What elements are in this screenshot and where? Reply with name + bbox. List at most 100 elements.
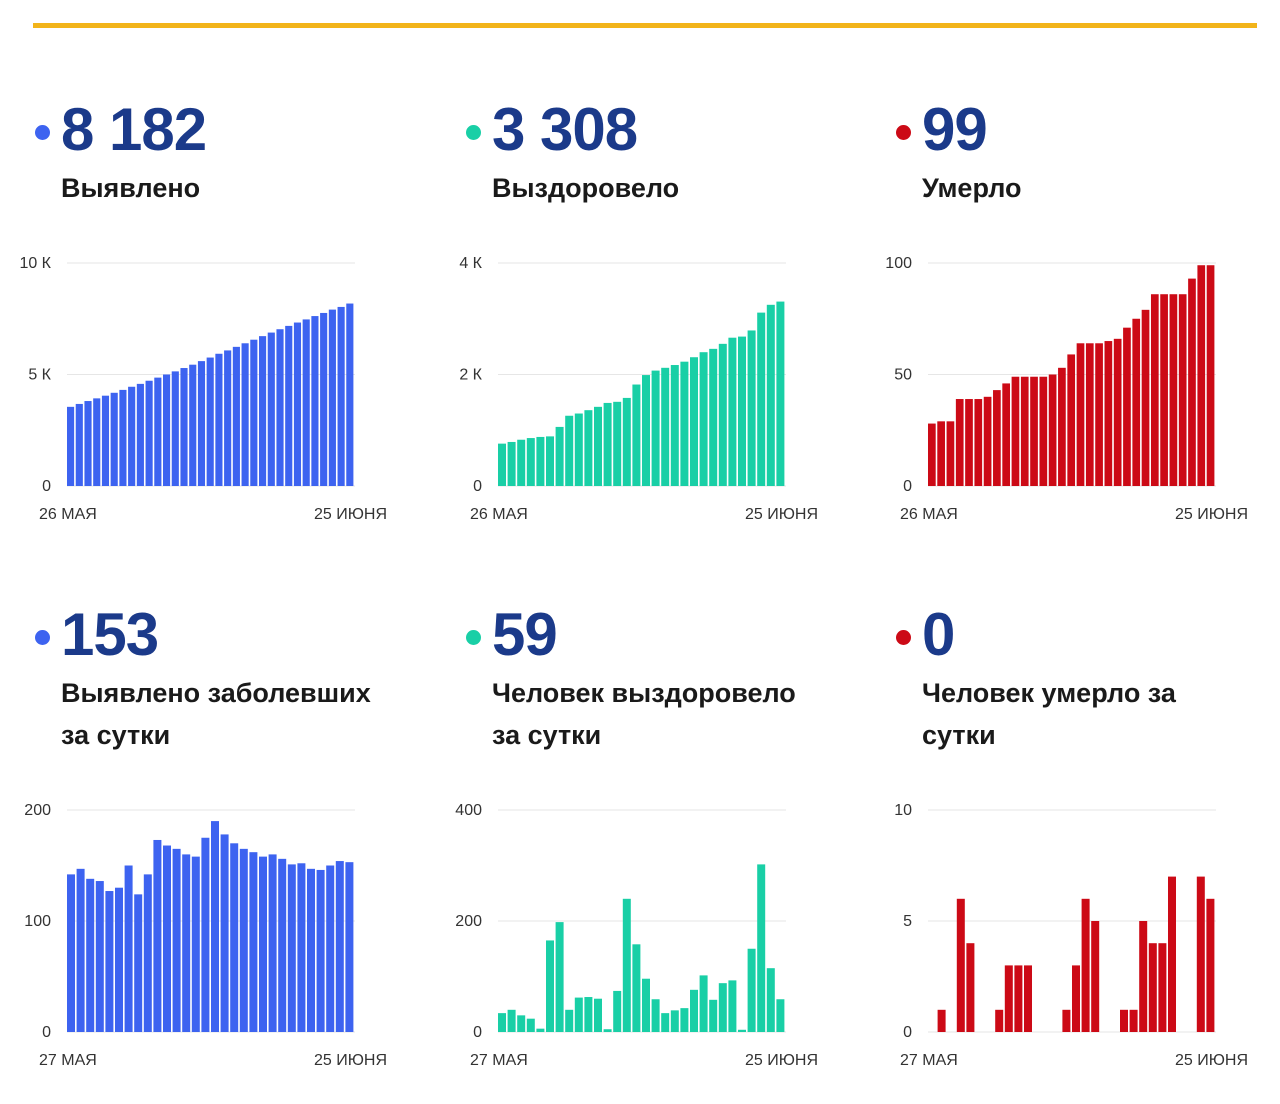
- bar: [115, 887, 123, 1032]
- bar: [93, 398, 101, 486]
- bar: [699, 975, 708, 1032]
- legend-dot-icon: [896, 630, 911, 645]
- legend-dot-icon: [896, 125, 911, 140]
- bar: [206, 357, 214, 486]
- bar: [565, 415, 574, 486]
- bar: [1196, 876, 1205, 1032]
- stat-label: Выявлено: [61, 173, 201, 203]
- stat-value: 0: [922, 601, 955, 668]
- bar: [937, 421, 945, 486]
- bar: [86, 878, 95, 1032]
- y-tick-label: 200: [455, 913, 482, 930]
- bar: [75, 403, 83, 486]
- bar: [1039, 376, 1048, 486]
- legend-dot-icon: [35, 630, 50, 645]
- bar: [1160, 294, 1168, 486]
- bar: [1002, 383, 1011, 486]
- bar: [191, 856, 200, 1032]
- bar: [651, 370, 660, 486]
- bar: [565, 1009, 574, 1032]
- bar: [507, 441, 516, 486]
- bar: [1120, 1009, 1128, 1032]
- y-tick-label: 0: [473, 478, 482, 495]
- bar: [163, 845, 171, 1032]
- bar: [128, 386, 136, 486]
- y-tick-label: 0: [473, 1024, 482, 1041]
- bar: [119, 389, 127, 486]
- bar: [1072, 965, 1080, 1032]
- bar: [1132, 318, 1141, 486]
- bar: [154, 377, 162, 486]
- y-tick-label: 100: [24, 913, 51, 930]
- bar: [622, 397, 631, 486]
- bar: [517, 439, 526, 486]
- bar: [632, 384, 641, 486]
- bar: [728, 337, 737, 486]
- bar: [498, 443, 506, 486]
- bar: [84, 401, 92, 486]
- bar: [928, 423, 936, 486]
- x-axis-start-label: 27 МАЯ: [470, 1052, 528, 1069]
- bar: [346, 303, 354, 486]
- bar: [507, 1009, 516, 1032]
- stat-value: 3 308: [492, 96, 638, 163]
- bar: [259, 856, 267, 1032]
- bar: [584, 997, 593, 1032]
- bar: [1141, 309, 1150, 486]
- bar: [670, 1010, 679, 1032]
- bar: [201, 837, 210, 1032]
- bar: [1095, 343, 1103, 486]
- bar: [337, 306, 345, 486]
- bar: [302, 319, 310, 486]
- y-tick-label: 100: [885, 255, 912, 272]
- bar: [307, 868, 315, 1032]
- bar: [1058, 367, 1066, 486]
- bar: [320, 312, 328, 486]
- bar: [1081, 898, 1090, 1032]
- stat-label: Человек умерло за сутки: [922, 678, 1176, 750]
- bar: [1148, 943, 1157, 1032]
- x-axis-end-label: 25 ИЮНЯ: [1175, 506, 1248, 523]
- bar: [1206, 898, 1215, 1032]
- bar: [1206, 265, 1215, 486]
- bar: [1076, 343, 1085, 486]
- x-axis-start-label: 26 МАЯ: [39, 506, 97, 523]
- bar: [134, 894, 143, 1032]
- bar: [690, 989, 698, 1032]
- bar: [555, 426, 564, 486]
- legend-dot-icon: [466, 630, 481, 645]
- bar: [526, 438, 535, 486]
- bar: [189, 364, 197, 486]
- bar: [536, 436, 545, 486]
- stat-label: Выздоровело: [492, 173, 680, 203]
- bar: [526, 1018, 535, 1032]
- bar: [757, 312, 766, 486]
- x-axis-end-label: 25 ИЮНЯ: [314, 506, 387, 523]
- bar: [574, 997, 583, 1032]
- stat-panel: 0 Человек умерло за сутки 0 5 10 27 МАЯ 25 ИЮН…: [894, 0, 1280, 1104]
- stat-value: 99: [922, 96, 988, 163]
- bar: [1169, 294, 1178, 486]
- bar: [983, 396, 992, 486]
- bar: [680, 361, 689, 486]
- bar: [76, 868, 85, 1032]
- y-tick-label: 0: [42, 478, 51, 495]
- stat-value: 59: [492, 601, 558, 668]
- y-tick-label: 400: [455, 802, 482, 819]
- bar: [1030, 376, 1038, 486]
- stat-panel: 59 Человек выздоровело за сутки 0 200 400 27 …: [455, 0, 864, 1104]
- bar-chart: 0 5 К 10 К 26 МАЯ 25 ИЮНЯ: [19, 255, 387, 523]
- bar: [1014, 965, 1023, 1032]
- bar: [955, 399, 964, 486]
- y-tick-label: 0: [903, 478, 912, 495]
- bar: [718, 983, 727, 1032]
- bar: [670, 365, 679, 486]
- bar: [182, 854, 191, 1032]
- bar: [268, 854, 277, 1032]
- bar: [995, 1009, 1004, 1032]
- bar: [946, 421, 955, 486]
- y-tick-label: 10: [894, 802, 912, 819]
- bar: [95, 881, 104, 1032]
- bar: [124, 865, 133, 1032]
- bar: [642, 375, 650, 486]
